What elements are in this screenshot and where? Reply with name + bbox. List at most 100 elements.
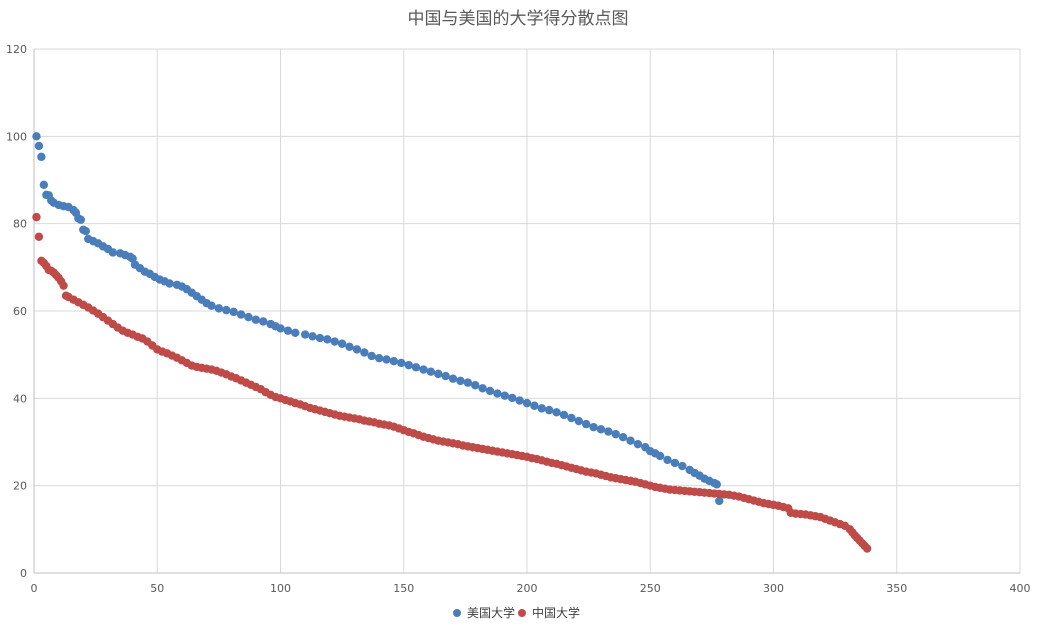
data-point <box>337 339 347 348</box>
data-point <box>604 427 613 436</box>
data-point <box>515 396 524 405</box>
legend-label: 美国大学 <box>467 605 515 620</box>
data-point <box>360 348 369 357</box>
data-point <box>108 248 118 257</box>
data-point <box>34 232 44 241</box>
data-point <box>229 307 238 317</box>
data-point <box>862 544 872 553</box>
data-point <box>426 367 436 376</box>
data-point <box>323 335 332 344</box>
data-point <box>448 374 458 383</box>
data-point <box>485 386 495 396</box>
data-point <box>500 391 510 400</box>
data-point <box>352 345 362 354</box>
data-point <box>493 389 502 398</box>
data-point <box>397 358 406 368</box>
data-points <box>32 132 872 553</box>
legend-marker <box>518 609 526 617</box>
data-point <box>567 413 576 423</box>
data-point <box>367 351 376 361</box>
data-point <box>283 326 293 335</box>
data-point <box>76 215 86 224</box>
y-tick-label: 20 <box>13 480 27 493</box>
data-point <box>530 401 539 410</box>
data-point <box>655 451 665 461</box>
data-point <box>315 333 325 343</box>
data-point <box>626 436 635 445</box>
data-point <box>345 342 354 352</box>
data-point <box>574 416 583 426</box>
data-point <box>214 304 224 313</box>
y-tick-label: 80 <box>13 218 27 231</box>
data-point <box>222 305 231 315</box>
x-tick-label: 350 <box>886 582 907 595</box>
data-point <box>300 330 310 339</box>
data-point <box>39 180 49 190</box>
data-point <box>715 496 724 506</box>
data-point <box>382 355 391 364</box>
series-2 <box>32 212 872 553</box>
x-tick-label: 0 <box>31 582 38 595</box>
data-point <box>670 458 680 468</box>
x-tick-label: 150 <box>393 582 414 595</box>
data-point <box>522 398 532 408</box>
chart-title: 中国与美国的大学得分散点图 <box>408 9 629 29</box>
legend: 美国大学 中国大学 <box>453 605 580 620</box>
x-tick-label: 50 <box>150 582 164 595</box>
legend-label: 中国大学 <box>532 605 580 620</box>
data-point <box>244 312 253 322</box>
data-point <box>544 405 554 415</box>
data-point <box>456 376 465 386</box>
data-point <box>276 324 285 333</box>
data-point <box>678 461 687 471</box>
x-tick-label: 300 <box>763 582 784 595</box>
y-tick-label: 100 <box>6 130 27 143</box>
data-point <box>508 393 517 403</box>
data-point <box>471 381 480 390</box>
data-point <box>419 365 428 374</box>
y-tick-label: 60 <box>13 305 27 318</box>
data-point <box>404 360 413 370</box>
data-point <box>581 419 591 429</box>
y-tick-label: 40 <box>13 392 27 405</box>
data-point <box>165 279 174 288</box>
data-point <box>589 422 598 432</box>
data-point <box>81 226 90 236</box>
data-point <box>59 281 68 290</box>
data-point <box>611 429 620 439</box>
data-point <box>32 132 41 141</box>
gridlines <box>33 48 1021 574</box>
data-point <box>251 315 261 324</box>
data-point <box>712 480 722 489</box>
data-point <box>389 357 399 366</box>
data-point <box>559 410 569 420</box>
data-point <box>207 301 216 310</box>
x-tick-label: 200 <box>517 582 538 595</box>
data-point <box>552 408 561 417</box>
data-point <box>32 212 41 222</box>
y-tick-label: 120 <box>6 43 27 56</box>
data-point <box>441 371 450 381</box>
data-point <box>663 455 672 465</box>
data-point <box>259 317 268 326</box>
data-point <box>434 369 443 379</box>
data-point <box>374 353 384 363</box>
data-point <box>308 332 317 341</box>
data-point <box>537 404 546 413</box>
data-point <box>34 141 44 151</box>
data-point <box>330 337 339 346</box>
data-point <box>478 384 487 393</box>
data-point <box>291 328 300 338</box>
data-point <box>411 363 421 372</box>
x-tick-label: 400 <box>1010 582 1031 595</box>
x-tick-label: 100 <box>270 582 291 595</box>
data-point <box>236 310 246 319</box>
data-point <box>463 378 473 387</box>
data-point <box>618 432 628 442</box>
data-point <box>596 425 606 434</box>
axes: 0 20 40 60 80 100 120 0 50 100 150 200 250 300 350 400 <box>6 43 1031 595</box>
series-1 <box>32 132 724 506</box>
legend-marker <box>453 609 461 617</box>
